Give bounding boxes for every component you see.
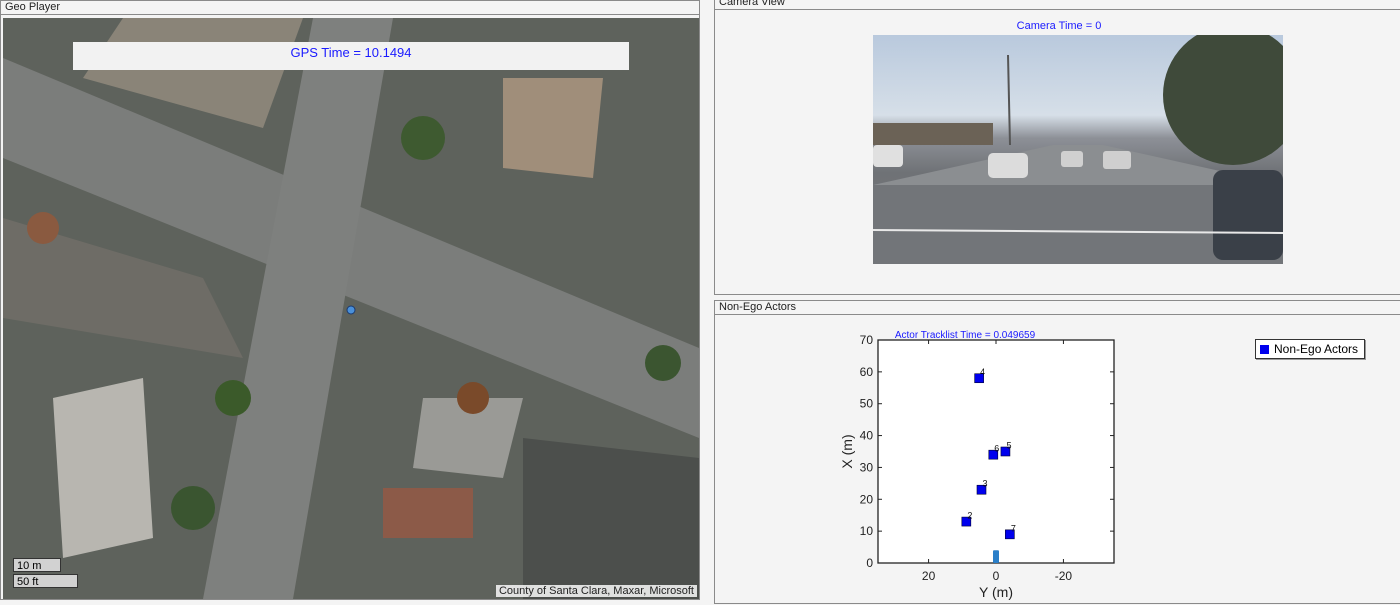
geo-player-panel: Geo Player GPS Time = 10.1494 10 m 50 ft… — [0, 0, 700, 600]
actor-id-label: 3 — [983, 479, 988, 489]
actor-point-2 — [961, 516, 972, 527]
map-attribution: County of Santa Clara, Maxar, Microsoft — [495, 585, 697, 597]
y-tick-label: 70 — [860, 333, 874, 347]
actor-point-6 — [988, 449, 999, 460]
legend-label: Non-Ego Actors — [1274, 342, 1359, 356]
actor-id-label: 7 — [1011, 523, 1016, 533]
scale-bar-imperial: 50 ft — [13, 574, 78, 588]
y-tick-label: 20 — [860, 492, 874, 506]
x-tick-label: -20 — [1055, 569, 1073, 583]
y-tick-label: 10 — [860, 524, 874, 538]
satellite-map[interactable]: GPS Time = 10.1494 10 m 50 ft County of … — [3, 18, 699, 599]
actor-point-5 — [1000, 446, 1011, 457]
y-tick-label: 30 — [860, 460, 874, 474]
actor-point-7 — [1005, 529, 1015, 540]
actor-id-label: 4 — [980, 367, 985, 377]
non-ego-actors-panel: Non-Ego Actors Actor Tracklist Time = 0.… — [714, 300, 1400, 604]
y-tick-label: 0 — [866, 556, 873, 570]
actor-point-4 — [974, 373, 984, 384]
actor-id-label: 5 — [1006, 441, 1011, 451]
x-tick-label: 20 — [922, 569, 936, 583]
y-tick-label: 50 — [860, 397, 874, 411]
actor-point-3 — [976, 484, 987, 495]
plot-title: Actor Tracklist Time = 0.049659 — [895, 330, 1036, 341]
scale-bar-metric: 10 m — [13, 558, 61, 572]
actor-id-label: 2 — [967, 511, 972, 521]
gps-time-label: GPS Time = 10.1494 — [73, 42, 629, 70]
x-tick-label: 0 — [993, 569, 1000, 583]
x-axis-label: Y (m) — [979, 584, 1013, 600]
camera-frame-image — [873, 35, 1283, 264]
y-tick-label: 40 — [860, 429, 874, 443]
camera-view-panel: Camera View Camera Time = 0 — [714, 0, 1400, 295]
vehicle-position-marker — [346, 305, 356, 315]
camera-time-label: Camera Time = 0 — [1016, 20, 1102, 32]
geo-player-title: Geo Player — [1, 1, 699, 15]
non-ego-actors-title: Non-Ego Actors — [715, 301, 1400, 315]
map-imagery — [3, 18, 699, 599]
legend-swatch — [1260, 345, 1269, 354]
actor-id-label: 6 — [994, 444, 999, 454]
plot-legend[interactable]: Non-Ego Actors — [1255, 339, 1366, 359]
camera-view-title: Camera View — [715, 0, 1400, 10]
y-tick-label: 60 — [860, 365, 874, 379]
actor-plot: Actor Tracklist Time = 0.049659 20 0 -20 0 1… — [839, 330, 1115, 600]
ego-vehicle-mark — [993, 550, 999, 563]
y-axis-label: X (m) — [839, 434, 855, 468]
